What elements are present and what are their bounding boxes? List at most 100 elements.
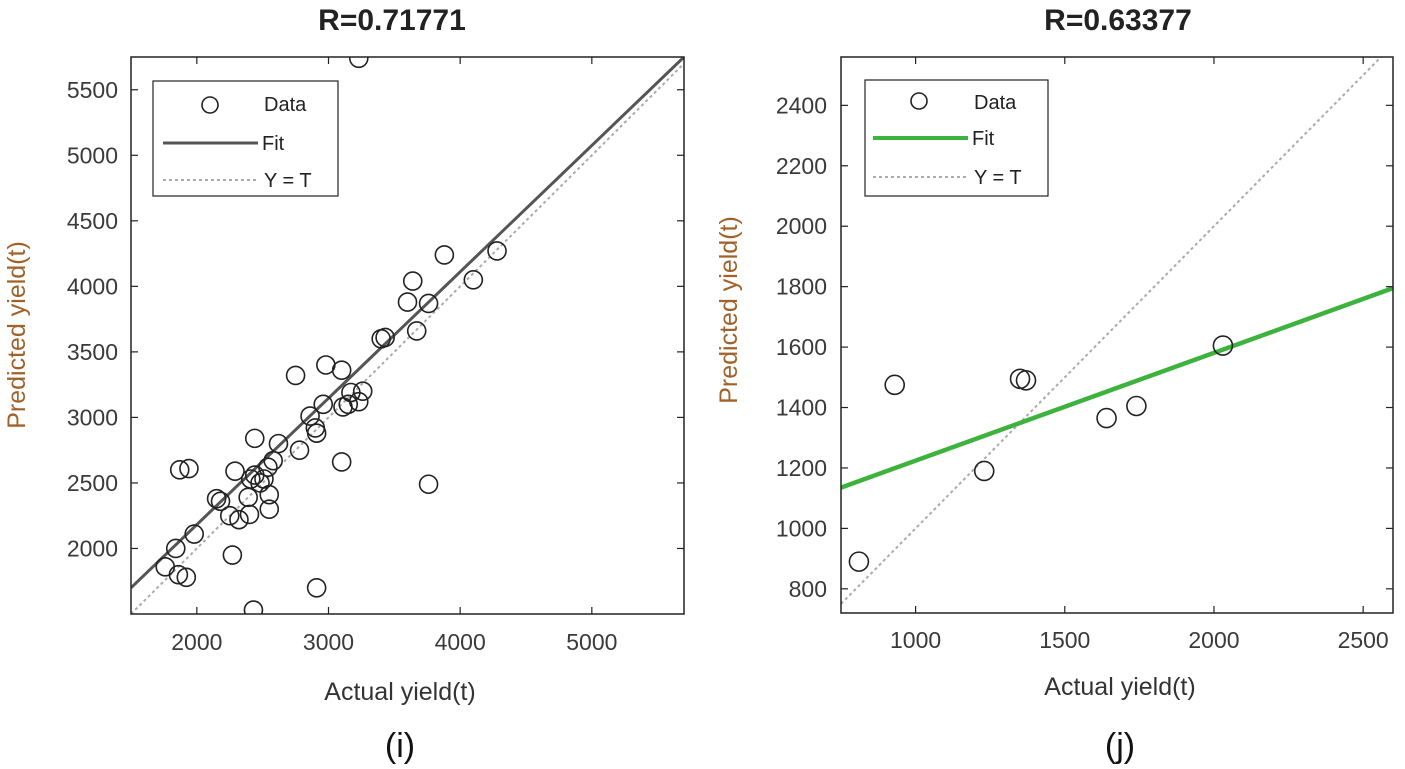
- data-point: [306, 577, 327, 598]
- plot-area: [131, 57, 684, 614]
- identity-line: [131, 62, 684, 614]
- data-point: [179, 458, 199, 479]
- chart-panel-j: R=0.63377 1000 1500 2000 2500 800 1000 1200 140…: [715, 4, 1394, 765]
- y-tick-label: 1600: [776, 334, 827, 360]
- data-point: [210, 491, 231, 512]
- fit-line: [841, 286, 1393, 490]
- data-point: [331, 360, 352, 381]
- data-point: [176, 567, 197, 588]
- chart-title: R=0.63377: [1044, 4, 1192, 37]
- legend-data-marker: [201, 96, 219, 114]
- legend: Data Fit Y = T: [864, 79, 1049, 197]
- data-point: [487, 241, 507, 261]
- data-point: [219, 505, 240, 526]
- data-point: [375, 327, 395, 348]
- legend-identity-label: Y = T: [974, 167, 1022, 189]
- data-point: [206, 488, 227, 509]
- data-point: [406, 321, 427, 341]
- chart-panel-i: R=0.71771 2000 3000 4000 5000 2000 2500 3000 35…: [3, 4, 685, 765]
- data-point: [1126, 395, 1147, 417]
- data-point: [289, 440, 310, 460]
- identity-line: [841, 57, 1383, 605]
- data-point: [184, 524, 204, 544]
- data-point: [352, 381, 373, 402]
- data-point: [973, 460, 995, 482]
- data-point: [259, 484, 280, 505]
- y-axis-label: Predicted yield(t): [3, 241, 31, 429]
- y-tick-label: 5500: [67, 77, 118, 103]
- data-point: [238, 487, 258, 508]
- y-tick-label: 1800: [776, 274, 827, 300]
- y-tick-label: 800: [789, 576, 827, 602]
- y-tick-label: 1000: [776, 515, 827, 541]
- plot-frame: [840, 56, 1394, 614]
- data-point: [165, 538, 186, 559]
- data-point: [300, 406, 320, 426]
- data-point: [884, 374, 906, 396]
- tick-labels: 2000 3000 4000 5000 2000 2500 3000 3500 4000 4500…: [67, 57, 684, 655]
- data-point: [848, 551, 870, 572]
- legend-data-marker: [910, 92, 928, 110]
- data-point: [222, 545, 243, 565]
- data-point: [244, 428, 265, 449]
- legend-data-label: Data: [264, 94, 307, 116]
- data-point: [155, 557, 176, 577]
- x-axis-label: Actual yield(t): [324, 678, 475, 706]
- data-point: [239, 504, 260, 525]
- y-tick-label: 3500: [67, 339, 118, 365]
- legend-fit-label: Fit: [972, 128, 995, 150]
- data-point: [285, 365, 306, 386]
- plot-frame: [130, 56, 685, 615]
- y-tick-label: 1400: [776, 395, 827, 421]
- data-point: [313, 394, 334, 415]
- legend-data-label: Data: [974, 92, 1017, 114]
- data-point: [463, 269, 484, 290]
- x-tick-label: 2500: [1338, 627, 1389, 653]
- y-tick-label: 4500: [67, 208, 118, 234]
- y-tick-label: 2200: [776, 153, 827, 179]
- tick-labels: 1000 1500 2000 2500 800 1000 1200 1400 1600 1800 2…: [776, 57, 1393, 653]
- data-point: [397, 292, 418, 312]
- data-point: [333, 397, 353, 417]
- data-point: [259, 499, 280, 519]
- x-tick-label: 4000: [435, 629, 486, 655]
- y-tick-label: 2000: [67, 535, 118, 561]
- data-point: [331, 452, 352, 472]
- data-point: [418, 293, 439, 314]
- data-point: [225, 461, 245, 481]
- y-tick-label: 2000: [776, 213, 827, 239]
- data-point: [168, 564, 189, 585]
- data-point: [263, 450, 284, 471]
- legend-box: [152, 80, 339, 197]
- y-tick-label: 3000: [67, 404, 118, 430]
- legend-fit-label: Fit: [262, 133, 285, 155]
- data-point: [268, 433, 289, 454]
- data-point: [306, 423, 327, 443]
- x-tick-label: 5000: [566, 629, 617, 655]
- chart-title: R=0.71771: [318, 4, 466, 37]
- y-axis-label: Predicted yield(t): [715, 216, 743, 404]
- x-tick-label: 3000: [303, 629, 354, 655]
- data-point: [1015, 370, 1037, 391]
- x-tick-label: 2000: [1188, 627, 1239, 653]
- x-tick-label: 1000: [890, 627, 941, 653]
- data-point: [434, 245, 455, 265]
- y-tick-label: 2400: [776, 92, 827, 118]
- x-tick-label: 1500: [1039, 627, 1090, 653]
- x-axis-label: Actual yield(t): [1044, 673, 1195, 701]
- data-point: [1212, 335, 1234, 356]
- y-tick-label: 5000: [67, 142, 118, 168]
- data-point: [402, 271, 423, 291]
- y-tick-label: 1200: [776, 455, 827, 481]
- panel-caption: (j): [1105, 727, 1135, 765]
- data-point: [1096, 407, 1117, 429]
- x-tick-label: 2000: [171, 629, 222, 655]
- data-point: [243, 600, 264, 614]
- fit-line: [131, 57, 684, 589]
- data-point: [229, 509, 249, 530]
- panel-caption: (i): [385, 727, 415, 765]
- plot-area: [841, 57, 1393, 605]
- y-tick-label: 2500: [67, 470, 118, 496]
- legend: Data Fit Y = T: [152, 80, 339, 197]
